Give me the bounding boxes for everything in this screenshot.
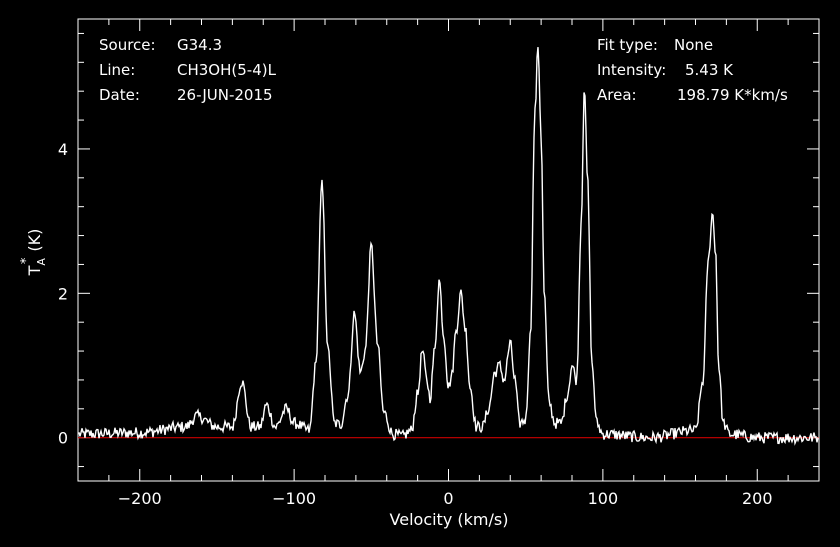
y-axis-title: TA* (K) bbox=[19, 229, 48, 277]
source-value: G34.3 bbox=[177, 36, 222, 54]
series-layer bbox=[78, 47, 819, 446]
x-tick-label: −100 bbox=[272, 489, 316, 508]
y-axis-title-unit: (K) bbox=[25, 229, 44, 252]
area-value: 198.79 K*km/s bbox=[677, 86, 788, 104]
line-value: CH3OH(5-4)L bbox=[177, 61, 277, 79]
svg-text:TA*(K): TA* (K) bbox=[19, 229, 48, 277]
x-tick-label: −200 bbox=[118, 489, 162, 508]
y-tick-label: 0 bbox=[58, 429, 68, 448]
line-label: Line: bbox=[99, 61, 135, 79]
y-axis-title-main: T bbox=[25, 265, 44, 276]
x-tick-label: 0 bbox=[443, 489, 453, 508]
header-annotations: Source: G34.3 Line: CH3OH(5-4)L Date: 26… bbox=[99, 36, 788, 104]
y-tick-label: 4 bbox=[58, 140, 68, 159]
area-label: Area: bbox=[597, 86, 637, 104]
x-tick-label: 200 bbox=[742, 489, 773, 508]
y-tick-label: 2 bbox=[58, 284, 68, 303]
intensity-label: Intensity: bbox=[597, 61, 666, 79]
x-tick-label: 100 bbox=[588, 489, 619, 508]
date-label: Date: bbox=[99, 86, 140, 104]
y-axis-title-sup: * bbox=[19, 257, 34, 264]
fit-type-label: Fit type: bbox=[597, 36, 658, 54]
y-axis-title-sub: A bbox=[35, 258, 48, 266]
spectrum-line bbox=[78, 47, 819, 446]
date-value: 26-JUN-2015 bbox=[177, 86, 273, 104]
intensity-value: 5.43 K bbox=[685, 61, 734, 79]
fit-type-value: None bbox=[674, 36, 713, 54]
x-axis-title: Velocity (km/s) bbox=[390, 510, 509, 529]
source-label: Source: bbox=[99, 36, 156, 54]
